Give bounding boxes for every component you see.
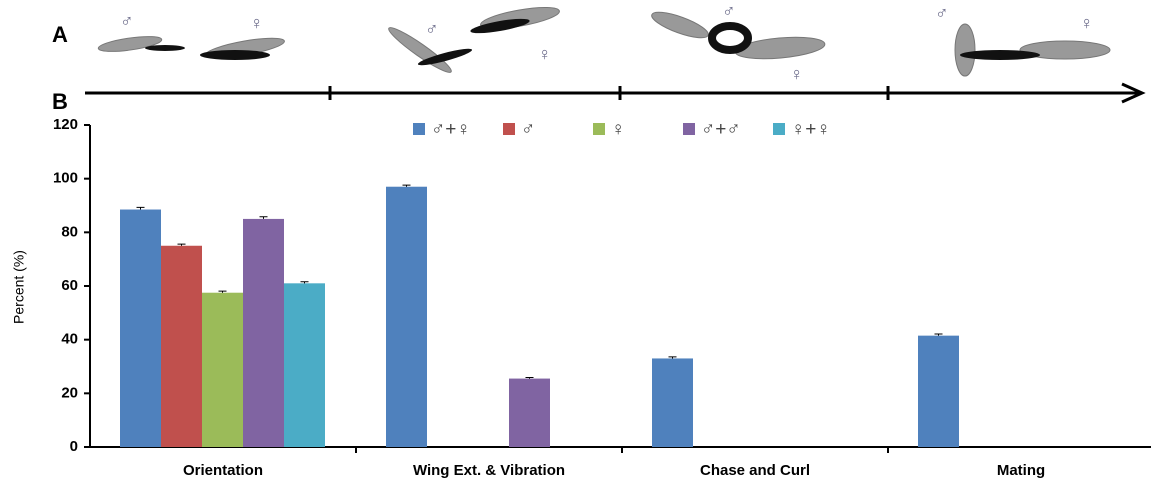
y-tick-label: 100	[53, 170, 78, 187]
error-bar	[935, 334, 943, 336]
sex-symbol: ♂	[120, 11, 134, 31]
y-tick-label: 20	[61, 384, 78, 401]
y-tick-label: 120	[53, 116, 78, 133]
panel-label: B	[52, 89, 68, 114]
sex-symbol: ♂	[935, 3, 949, 23]
legend-label: ♀+♀	[791, 119, 831, 140]
legend-swatch	[773, 123, 785, 135]
figure: A B ♂ ♀ ♂ ♀ ♂ ♀ ♂ ♀	[0, 0, 1151, 485]
x-tick-label: Mating	[997, 462, 1045, 479]
bar	[202, 293, 243, 447]
x-tick-label: Chase and Curl	[700, 462, 810, 479]
bar	[161, 246, 202, 447]
sex-symbol: ♂	[722, 1, 736, 21]
x-tick-label: Wing Ext. & Vibration	[413, 462, 565, 479]
error-bar	[526, 378, 534, 379]
bar	[243, 219, 284, 447]
bar	[120, 210, 161, 447]
error-bar	[260, 217, 268, 219]
legend-label: ♂	[521, 119, 535, 140]
bar	[918, 336, 959, 447]
bar	[386, 187, 427, 447]
legend-label: ♀	[611, 119, 625, 140]
x-tick-label: Orientation	[183, 462, 263, 479]
y-tick-label: 80	[61, 223, 78, 240]
legend-label: ♂+♀	[431, 119, 471, 140]
error-bar	[669, 357, 677, 359]
error-bar	[219, 291, 227, 293]
sex-symbol: ♂	[425, 19, 439, 39]
error-bar	[403, 185, 411, 187]
error-bar	[178, 244, 186, 246]
error-bar	[301, 282, 309, 284]
legend-swatch	[503, 123, 515, 135]
legend-swatch	[413, 123, 425, 135]
sex-symbol: ♀	[538, 44, 552, 64]
y-tick-label: 40	[61, 331, 78, 348]
sex-symbol: ♀	[250, 13, 264, 33]
timeline-arrow	[85, 84, 1142, 102]
legend-swatch	[593, 123, 605, 135]
sex-symbol: ♀	[790, 64, 804, 84]
y-axis-label: Percent (%)	[11, 250, 27, 324]
bar	[652, 358, 693, 447]
bar	[509, 379, 550, 447]
y-tick-label: 0	[70, 438, 78, 455]
legend-label: ♂+♂	[701, 119, 741, 140]
bar	[284, 283, 325, 447]
error-bar	[137, 207, 145, 209]
y-tick-label: 60	[61, 277, 78, 294]
sex-symbol: ♀	[1080, 13, 1094, 33]
legend-swatch	[683, 123, 695, 135]
panel-label: A	[52, 22, 68, 47]
